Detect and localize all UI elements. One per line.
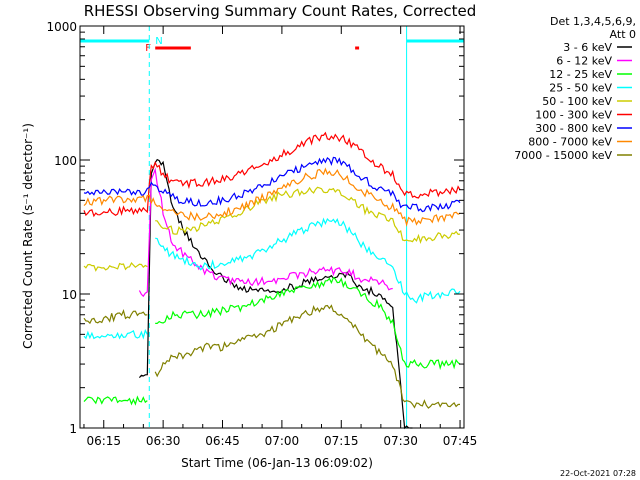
x-axis-label: Start Time (06-Jan-13 06:09:02): [181, 456, 373, 470]
series-line-7: [83, 156, 461, 213]
series-line-9-seg2: [154, 304, 461, 409]
series-line-3-seg1: [83, 395, 148, 406]
series-line-1: [138, 158, 413, 430]
y-tick-label-4: 1000: [46, 20, 77, 34]
x-tick-label-1: 06:15: [86, 434, 121, 448]
legend-label-2: 6 - 12 keV: [556, 55, 612, 68]
axes: 06:15 06:30 06:45 07:00 07:15 07:30 07:45 1 10 10…: [46, 20, 477, 448]
plot-frame: [79, 25, 465, 429]
series-line-5-seg2: [155, 186, 461, 244]
x-tick-label-4: 07:00: [265, 434, 300, 448]
plot-area: FN: [80, 26, 465, 430]
y-tick-label-1: 1: [69, 422, 77, 436]
legend-label-9: 7000 - 15000 keV: [514, 149, 612, 162]
legend-label-1: 3 - 6 keV: [563, 41, 612, 54]
series-line-8: [83, 167, 461, 227]
footer-timestamp: 22-Oct-2021 07:28: [560, 469, 636, 478]
x-tick-label-3: 06:45: [205, 434, 240, 448]
legend-label-8: 800 - 7000 keV: [528, 136, 612, 149]
series-line-4-seg1: [83, 328, 148, 340]
legend-header-2: Att 0: [610, 28, 636, 41]
legend-header-1: Det 1,3,4,5,6,9,: [550, 15, 636, 28]
series-line-4-seg2: [155, 217, 461, 304]
series-line-2: [138, 167, 393, 298]
series-line-6: [83, 131, 461, 218]
x-tick-label-2: 06:30: [146, 434, 181, 448]
flare-flag: F: [145, 43, 151, 54]
legend-label-6: 100 - 300 keV: [535, 109, 612, 122]
chart-title: RHESSI Observing Summary Count Rates, Co…: [84, 2, 477, 20]
y-axis-label: Corrected Count Rate (s⁻¹ detector⁻¹): [21, 123, 35, 349]
series-line-9-seg1: [83, 308, 148, 325]
x-tick-label-7: 07:45: [443, 434, 478, 448]
x-tick-label-6: 07:30: [383, 434, 418, 448]
x-tick-label-5: 07:15: [324, 434, 359, 448]
series-line-3-seg2: [155, 276, 461, 371]
legend-label-3: 12 - 25 keV: [549, 68, 612, 81]
night-flag: N: [155, 36, 162, 47]
legend-label-5: 50 - 100 keV: [542, 95, 612, 108]
series-line-5-seg1: [83, 261, 148, 272]
legend-label-4: 25 - 50 keV: [549, 82, 612, 95]
y-tick-label-2: 10: [62, 288, 77, 302]
legend-label-7: 300 - 800 keV: [535, 122, 612, 135]
y-tick-label-3: 100: [54, 154, 77, 168]
